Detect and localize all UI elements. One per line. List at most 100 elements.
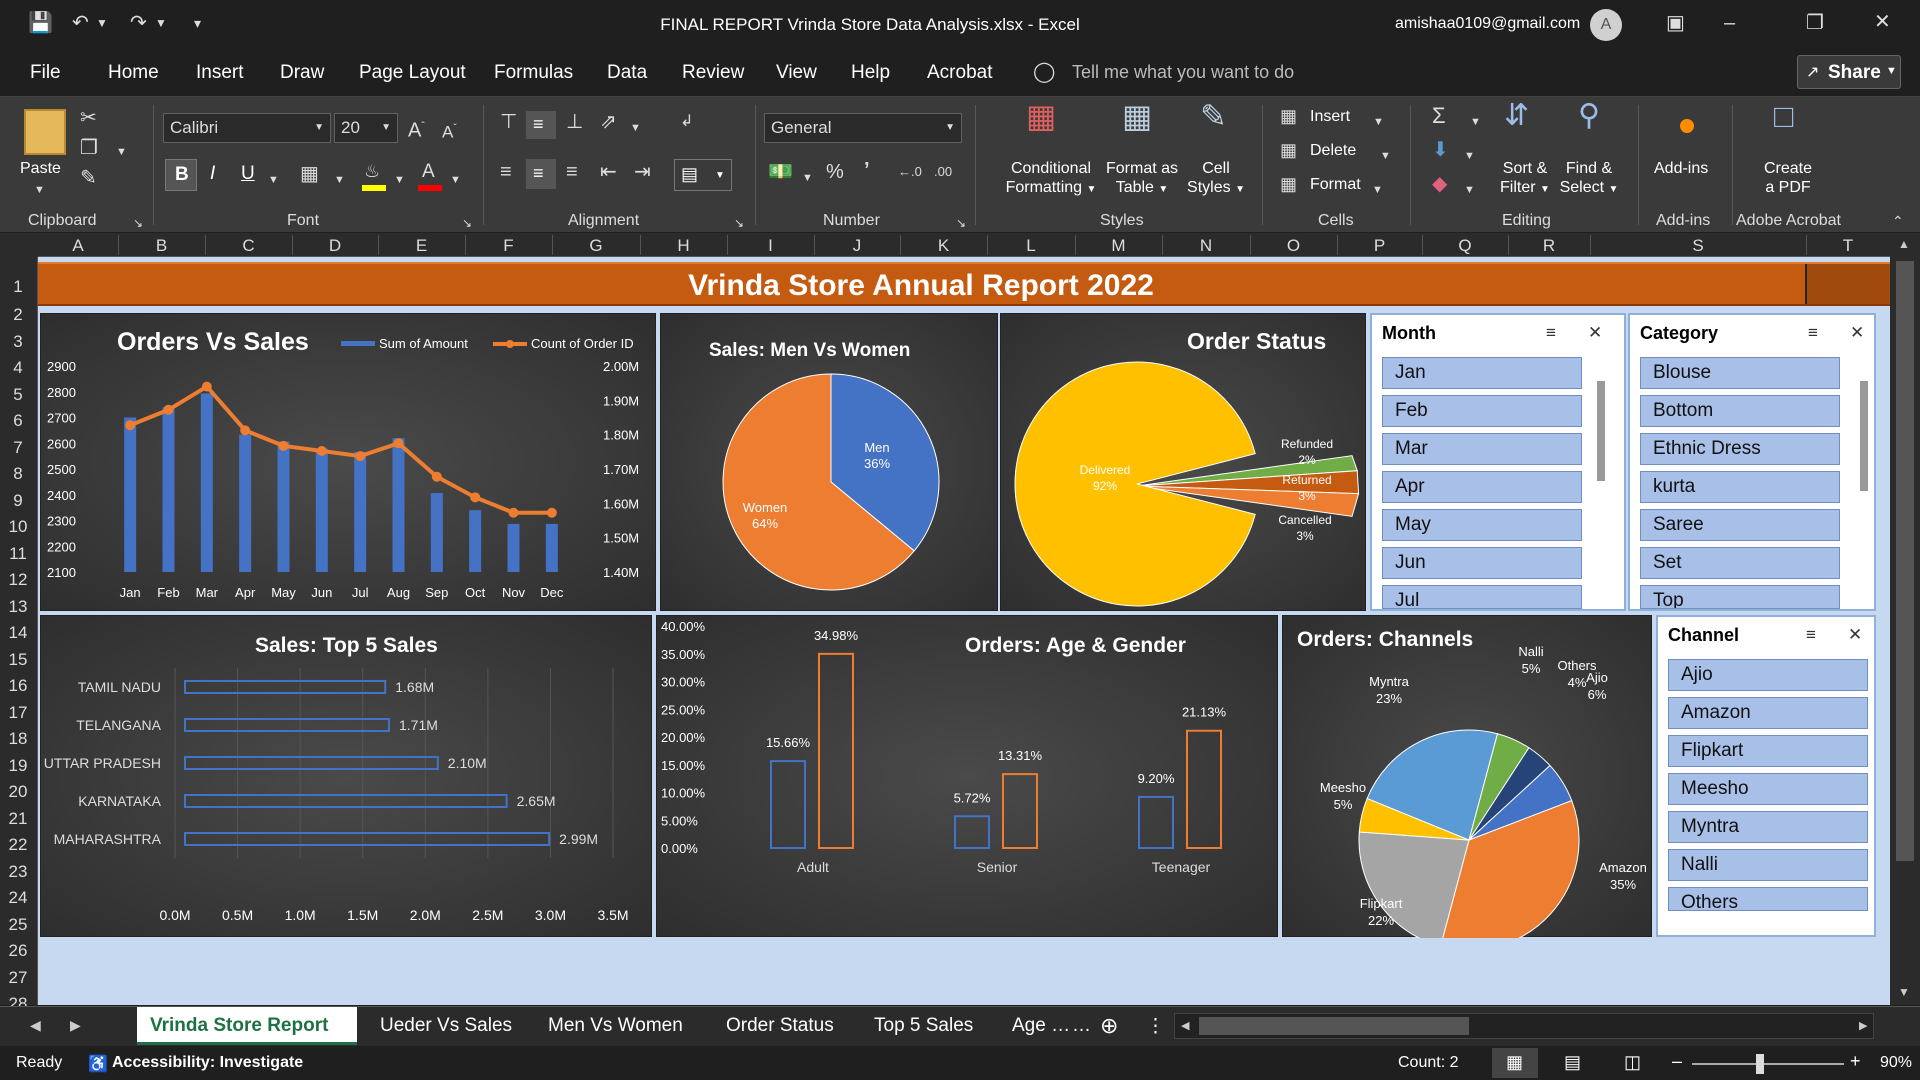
conditional-formatting-button[interactable]: Conditional Formatting ▼ xyxy=(994,159,1108,199)
column-header-a[interactable]: A xyxy=(72,236,84,255)
clear-dropdown-icon[interactable]: ▼ xyxy=(1464,184,1475,196)
column-header-p[interactable]: P xyxy=(1373,236,1386,255)
channels-chart[interactable]: Orders: Channels Amazon 35% Flipkart 22% Mee… xyxy=(1282,615,1652,938)
addins-button[interactable]: Add-ins xyxy=(1654,160,1709,177)
underline-button[interactable]: U xyxy=(241,163,255,184)
zoom-out-icon[interactable]: – xyxy=(1672,1051,1683,1071)
row-header-17[interactable]: 17 xyxy=(8,702,28,722)
underline-dropdown-icon[interactable]: ▼ xyxy=(268,174,279,186)
slicer-item-set[interactable]: Set xyxy=(1640,547,1840,579)
slicer-item-myntra[interactable]: Myntra xyxy=(1668,811,1868,843)
insert-cells-icon[interactable]: ▦ xyxy=(1280,106,1298,126)
bold-button[interactable]: B xyxy=(165,159,197,191)
row-header-22[interactable]: 22 xyxy=(8,835,28,854)
multi-select-icon[interactable]: ≡ xyxy=(1808,323,1818,342)
slicer-item-ethnic-dress[interactable]: Ethnic Dress xyxy=(1640,433,1840,465)
restore-icon[interactable]: ❐ xyxy=(1806,12,1824,34)
row-header-12[interactable]: 12 xyxy=(8,570,28,589)
cell-styles-button[interactable]: Cell Styles ▼ xyxy=(1186,159,1246,199)
column-header-b[interactable]: B xyxy=(155,236,168,255)
scroll-right-icon[interactable]: ▶ xyxy=(1859,1020,1868,1032)
more-sheets-icon[interactable]: … xyxy=(1072,1015,1091,1036)
insert-cells-button[interactable]: Insert xyxy=(1310,108,1351,125)
row-header-9[interactable]: 9 xyxy=(13,490,23,510)
row-header-8[interactable]: 8 xyxy=(13,464,23,483)
collapse-ribbon-icon[interactable]: ⌃ xyxy=(1892,213,1904,229)
category-slicer[interactable]: Category ≡ ✕ Blouse Bottom Ethnic Dress kur… xyxy=(1628,313,1876,611)
clear-filter-icon[interactable]: ✕ xyxy=(1588,323,1603,342)
format-dropdown-icon[interactable]: ▼ xyxy=(1372,184,1383,196)
sheet-tab-age[interactable]: Age … xyxy=(1012,1015,1071,1036)
column-header-n[interactable]: N xyxy=(1199,236,1213,255)
column-header-e[interactable]: E xyxy=(415,236,428,255)
font-size-combo[interactable]: 20 ▼ xyxy=(334,113,398,143)
paste-button[interactable]: Paste xyxy=(20,160,61,177)
insert-dropdown-icon[interactable]: ▼ xyxy=(1373,116,1384,128)
hscroll-thumb[interactable] xyxy=(1199,1017,1469,1035)
font-color-dropdown-icon[interactable]: ▼ xyxy=(450,174,461,186)
tell-me-input[interactable]: Tell me what you want to do xyxy=(1072,62,1295,82)
share-button[interactable]: ↗ Share ▼ xyxy=(1797,55,1901,89)
row-header-1[interactable]: 1 xyxy=(13,277,23,296)
row-header-11[interactable]: 11 xyxy=(9,543,27,563)
normal-view-button[interactable]: ▦ xyxy=(1492,1048,1538,1078)
clear-filter-icon[interactable]: ✕ xyxy=(1850,323,1865,342)
borders-dropdown-icon[interactable]: ▼ xyxy=(334,174,345,186)
horizontal-scrollbar[interactable]: ◀ ▶ xyxy=(1174,1013,1874,1039)
row-header-15[interactable]: 15 xyxy=(8,649,28,669)
fill-color-dropdown-icon[interactable]: ▼ xyxy=(394,174,405,186)
redo-icon[interactable]: ↷ xyxy=(130,12,147,34)
menu-insert[interactable]: Insert xyxy=(196,62,244,83)
format-painter-icon[interactable]: ✎ xyxy=(80,167,97,189)
slicer-item-blouse[interactable]: Blouse xyxy=(1640,357,1840,389)
row-header-23[interactable]: 23 xyxy=(8,861,28,881)
slicer-item-jun[interactable]: Jun xyxy=(1382,547,1582,579)
slicer-item-amazon[interactable]: Amazon xyxy=(1668,697,1868,729)
align-left-icon[interactable]: ≡ xyxy=(500,161,512,183)
number-launcher-icon[interactable]: ↘ xyxy=(956,216,967,230)
row-header-4[interactable]: 4 xyxy=(13,358,23,377)
row-header-27[interactable]: 27 xyxy=(8,967,28,987)
page-layout-view-icon[interactable]: ▤ xyxy=(1564,1052,1582,1072)
month-slicer[interactable]: Month ≡ ✕ Jan Feb Mar Apr May Jun Jul xyxy=(1370,313,1626,611)
cell-styles-icon[interactable]: ✎ xyxy=(1200,98,1227,134)
conditional-formatting-icon[interactable]: ▦ xyxy=(1026,98,1057,134)
slicer-item-kurta[interactable]: kurta xyxy=(1640,471,1840,503)
delete-dropdown-icon[interactable]: ▼ xyxy=(1380,150,1391,162)
slicer-item-bottom[interactable]: Bottom xyxy=(1640,395,1840,427)
sheet-tab-men-vs-women[interactable]: Men Vs Women xyxy=(548,1015,683,1036)
increase-font-icon[interactable]: Aˆ xyxy=(408,119,425,142)
row-header-16[interactable]: 16 xyxy=(8,676,28,695)
top-5-sales-chart[interactable]: Sales: Top 5 Sales 0.0M 0.5M 1.0M 1.5M 2.0M 2… xyxy=(40,615,652,937)
slicer-item-flipkart[interactable]: Flipkart xyxy=(1668,735,1868,767)
menu-acrobat[interactable]: Acrobat xyxy=(927,62,993,83)
scrollbar-thumb[interactable] xyxy=(1896,261,1914,861)
currency-icon[interactable]: 💵 xyxy=(768,161,793,183)
accessibility-status[interactable]: Accessibility: Investigate xyxy=(112,1054,304,1071)
column-header-m[interactable]: M xyxy=(1111,236,1126,255)
format-as-table-icon[interactable]: ▦ xyxy=(1122,98,1153,134)
column-header-s[interactable]: S xyxy=(1692,236,1704,255)
autosum-dropdown-icon[interactable]: ▼ xyxy=(1470,116,1481,128)
increase-decimal-icon[interactable]: ←.0 xyxy=(898,164,922,179)
row-header-10[interactable]: 10 xyxy=(8,517,28,536)
font-color-icon[interactable]: A xyxy=(418,161,442,191)
scroll-down-icon[interactable]: ▼ xyxy=(1898,985,1910,999)
slicer-item-feb[interactable]: Feb xyxy=(1382,395,1582,427)
zoom-slider[interactable] xyxy=(1692,1063,1844,1065)
zoom-in-icon[interactable]: + xyxy=(1850,1051,1861,1071)
clipboard-launcher-icon[interactable]: ↘ xyxy=(133,216,144,230)
menu-file[interactable]: File xyxy=(30,62,61,83)
scroll-left-icon[interactable]: ◀ xyxy=(1181,1020,1190,1032)
delete-cells-icon[interactable]: ▦ xyxy=(1280,140,1298,160)
orders-vs-sales-chart[interactable]: Orders Vs Sales Sum of Amount Count of Or… xyxy=(40,313,656,611)
column-header-j[interactable]: J xyxy=(852,236,862,255)
save-icon[interactable]: 💾 xyxy=(28,12,53,34)
font-name-combo[interactable]: Calibri ▼ xyxy=(163,113,331,143)
next-sheet-icon[interactable]: ▶ xyxy=(70,1017,81,1033)
column-header-i[interactable]: I xyxy=(768,236,773,255)
find-select-icon[interactable]: ⚲ xyxy=(1578,99,1600,132)
row-header-24[interactable]: 24 xyxy=(8,888,28,907)
copy-dropdown-icon[interactable]: ▼ xyxy=(116,146,127,158)
sheet-tab-ueder-vs-sales[interactable]: Ueder Vs Sales xyxy=(380,1015,513,1036)
